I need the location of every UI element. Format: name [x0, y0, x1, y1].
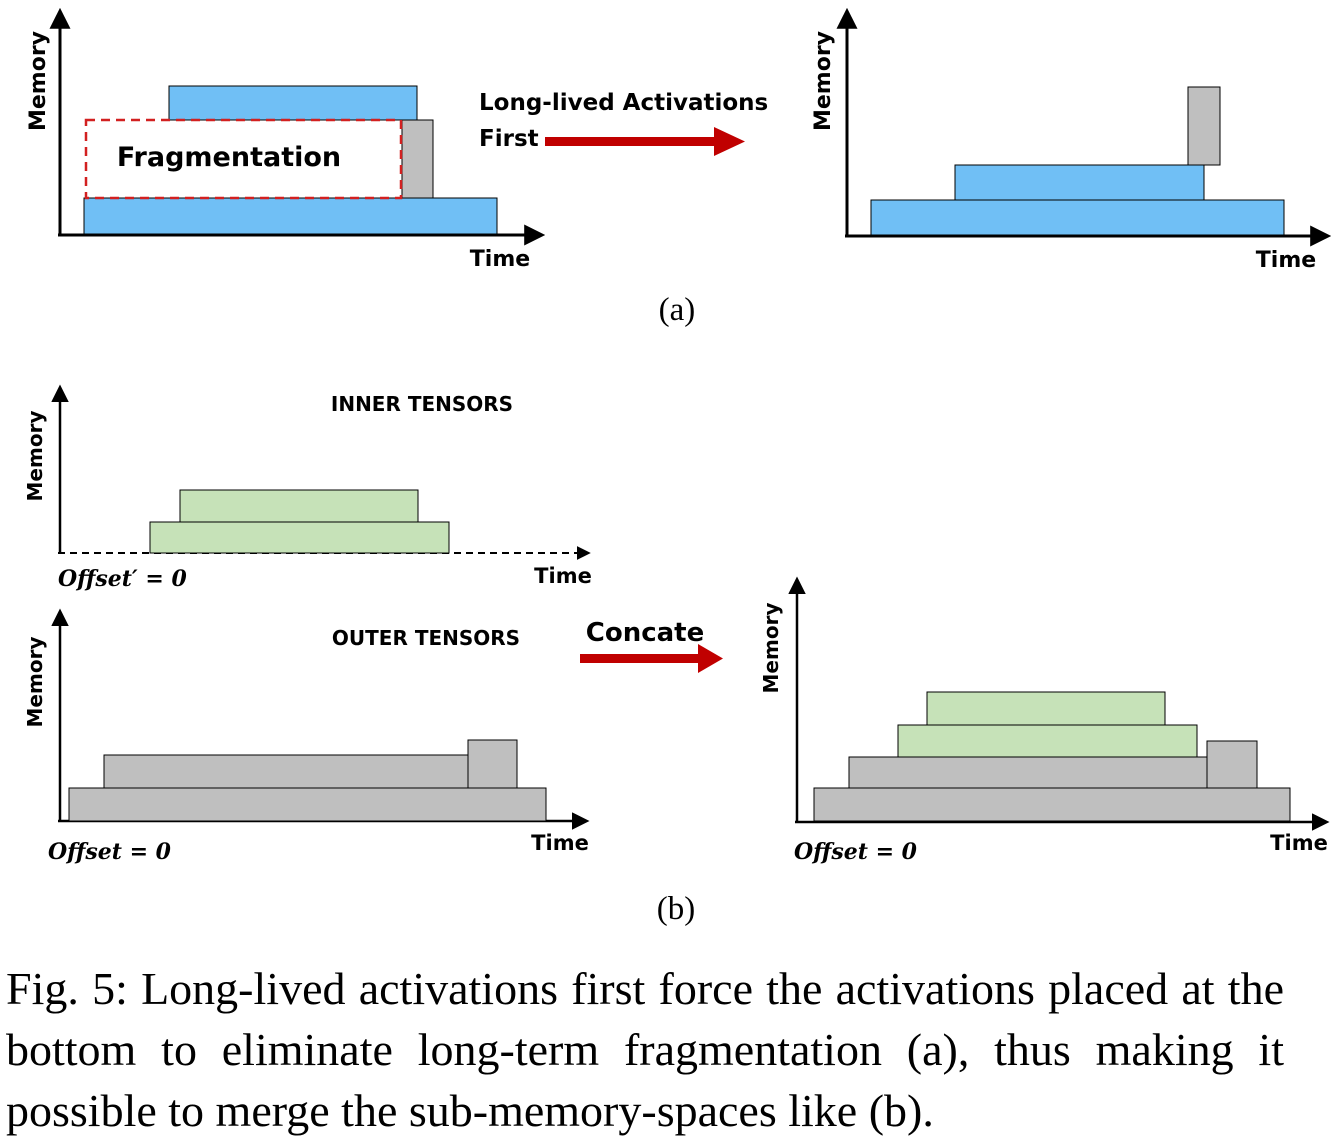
- y-axis-label: Memory: [759, 603, 783, 694]
- bottom-blue-activation: [870, 199, 1285, 236]
- outer-tensor-lower: [813, 787, 1291, 822]
- inner-tensor-lower: [897, 724, 1198, 758]
- offset-label: Offset = 0: [794, 839, 918, 865]
- y-axis-label: Memory: [23, 411, 47, 502]
- outer-tensor-small: [1206, 740, 1258, 789]
- panel-b-merged: Memory Time Offset = 0: [759, 576, 1330, 865]
- outer-tensor-upper: [848, 756, 1208, 789]
- panel-a-transition: Long-lived Activations First: [479, 90, 768, 156]
- outer-tensor-small: [467, 739, 518, 789]
- panel-b-outer: OUTER TENSORS Memory Time Offset = 0: [23, 608, 590, 865]
- sublabel-b: (b): [657, 891, 695, 927]
- x-axis-label: Time: [534, 564, 592, 588]
- outer-tensor-upper: [103, 754, 469, 789]
- y-axis-label: Memory: [23, 637, 47, 728]
- figure-diagram: Fragmentation Memory Time Long-lived Act…: [23, 7, 1332, 927]
- y-axis-label: Memory: [811, 31, 836, 131]
- inner-tensor-lower: [149, 521, 450, 554]
- upper-blue-activation: [168, 85, 418, 121]
- offset-label: Offset′ = 0: [58, 566, 187, 592]
- figure-caption: Fig. 5: Long-lived activations first for…: [6, 963, 1284, 1136]
- outer-title: OUTER TENSORS: [332, 626, 520, 650]
- x-axis-label: Time: [531, 831, 589, 855]
- sublabel-a: (a): [659, 292, 696, 328]
- panel-b-inner: INNER TENSORS Memory Time Offset′ = 0: [23, 384, 592, 592]
- x-axis-label: Time: [470, 247, 530, 272]
- gray-activation: [401, 119, 434, 199]
- panel-a-left: Fragmentation Memory Time: [26, 7, 546, 272]
- outer-tensor-lower: [68, 787, 547, 822]
- upper-blue-activation: [954, 164, 1205, 201]
- x-axis-label: Time: [1256, 248, 1316, 273]
- panel-a-right: Memory Time: [811, 7, 1332, 273]
- gray-activation: [1187, 86, 1221, 166]
- fragmentation-label: Fragmentation: [117, 142, 341, 173]
- arrow-label-line2: First: [479, 126, 539, 152]
- arrow-label-line1: Long-lived Activations: [479, 90, 768, 116]
- panel-b-transition: Concate: [580, 618, 723, 673]
- offset-label: Offset = 0: [48, 839, 172, 865]
- bottom-blue-activation: [83, 197, 498, 235]
- inner-tensor-upper: [926, 691, 1166, 726]
- concate-label: Concate: [586, 618, 704, 648]
- right-arrow-icon: [580, 644, 723, 673]
- fragmentation-region: [84, 118, 403, 200]
- inner-tensor-upper: [179, 489, 419, 523]
- inner-title: INNER TENSORS: [331, 392, 513, 416]
- y-axis-label: Memory: [26, 31, 51, 131]
- x-axis-label: Time: [1270, 831, 1328, 855]
- right-arrow-icon: [545, 127, 745, 156]
